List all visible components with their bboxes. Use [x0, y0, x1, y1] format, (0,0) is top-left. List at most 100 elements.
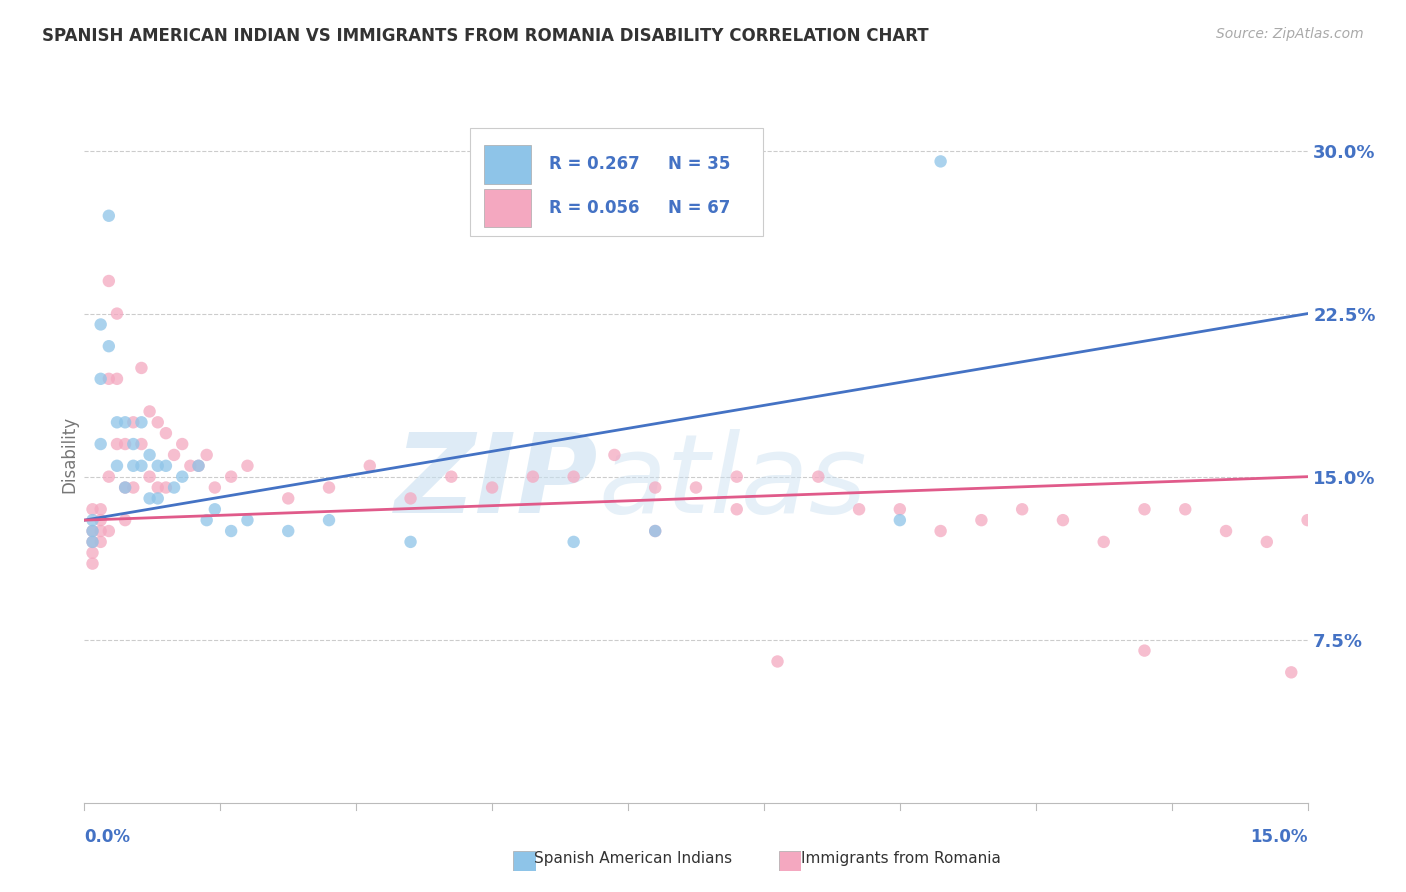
- Text: 15.0%: 15.0%: [1250, 828, 1308, 846]
- Point: [277, 491, 299, 506]
- Point: [1174, 502, 1197, 516]
- Point: [644, 524, 666, 538]
- Point: [90, 318, 112, 332]
- Point: [318, 481, 340, 495]
- Point: [146, 481, 169, 495]
- Point: [155, 481, 177, 495]
- Point: [138, 469, 160, 483]
- Point: [848, 502, 870, 516]
- Point: [82, 524, 104, 538]
- Point: [179, 458, 201, 473]
- Point: [1133, 502, 1156, 516]
- Point: [562, 469, 585, 483]
- Point: [131, 458, 153, 473]
- Point: [82, 524, 104, 538]
- Text: Spanish American Indians: Spanish American Indians: [534, 851, 733, 865]
- Point: [97, 372, 120, 386]
- Point: [440, 469, 463, 483]
- Point: [889, 513, 911, 527]
- Point: [219, 469, 242, 483]
- Point: [114, 437, 136, 451]
- Point: [236, 458, 259, 473]
- Text: atlas: atlas: [598, 429, 866, 536]
- Point: [359, 458, 381, 473]
- Point: [204, 502, 226, 516]
- Point: [122, 458, 145, 473]
- Point: [399, 535, 422, 549]
- Point: [163, 448, 186, 462]
- Point: [1011, 502, 1033, 516]
- Point: [122, 437, 145, 451]
- Point: [97, 274, 120, 288]
- Text: 0.0%: 0.0%: [84, 828, 131, 846]
- Point: [172, 437, 194, 451]
- Point: [97, 209, 120, 223]
- Point: [114, 415, 136, 429]
- Point: [131, 360, 153, 375]
- Point: [114, 481, 136, 495]
- Point: [766, 655, 789, 669]
- Point: [138, 448, 160, 462]
- Point: [82, 535, 104, 549]
- Point: [82, 502, 104, 516]
- Point: [105, 307, 128, 321]
- Point: [889, 502, 911, 516]
- Point: [82, 557, 104, 571]
- Point: [90, 437, 112, 451]
- Text: R = 0.056: R = 0.056: [550, 199, 640, 217]
- Point: [97, 339, 120, 353]
- Point: [1133, 643, 1156, 657]
- Point: [929, 524, 952, 538]
- Point: [1256, 535, 1278, 549]
- Point: [97, 469, 120, 483]
- Point: [807, 469, 830, 483]
- Point: [146, 458, 169, 473]
- Point: [122, 481, 145, 495]
- Text: N = 35: N = 35: [668, 155, 730, 173]
- Point: [562, 535, 585, 549]
- Point: [187, 458, 209, 473]
- Text: Immigrants from Romania: Immigrants from Romania: [801, 851, 1001, 865]
- Point: [204, 481, 226, 495]
- Point: [90, 524, 112, 538]
- Point: [131, 415, 153, 429]
- Point: [82, 546, 104, 560]
- Point: [146, 491, 169, 506]
- Point: [1296, 513, 1319, 527]
- Point: [105, 415, 128, 429]
- FancyBboxPatch shape: [484, 145, 531, 184]
- Point: [219, 524, 242, 538]
- Point: [155, 458, 177, 473]
- Text: ZIP: ZIP: [395, 429, 598, 536]
- Point: [644, 481, 666, 495]
- Point: [277, 524, 299, 538]
- Point: [685, 481, 707, 495]
- Text: Source: ZipAtlas.com: Source: ZipAtlas.com: [1216, 27, 1364, 41]
- Point: [522, 469, 544, 483]
- Y-axis label: Disability: Disability: [60, 417, 79, 493]
- Point: [146, 415, 169, 429]
- Point: [82, 535, 104, 549]
- Point: [82, 513, 104, 527]
- Point: [138, 404, 160, 418]
- Point: [187, 458, 209, 473]
- FancyBboxPatch shape: [470, 128, 763, 235]
- Point: [481, 481, 503, 495]
- Point: [172, 469, 194, 483]
- Point: [105, 372, 128, 386]
- Point: [195, 513, 218, 527]
- Point: [1279, 665, 1302, 680]
- Point: [236, 513, 259, 527]
- FancyBboxPatch shape: [484, 189, 531, 227]
- Text: SPANISH AMERICAN INDIAN VS IMMIGRANTS FROM ROMANIA DISABILITY CORRELATION CHART: SPANISH AMERICAN INDIAN VS IMMIGRANTS FR…: [42, 27, 929, 45]
- Point: [105, 458, 128, 473]
- Point: [122, 415, 145, 429]
- Point: [318, 513, 340, 527]
- Point: [970, 513, 993, 527]
- Point: [90, 502, 112, 516]
- Point: [725, 502, 748, 516]
- Point: [90, 513, 112, 527]
- Point: [90, 535, 112, 549]
- Point: [131, 437, 153, 451]
- Text: R = 0.267: R = 0.267: [550, 155, 640, 173]
